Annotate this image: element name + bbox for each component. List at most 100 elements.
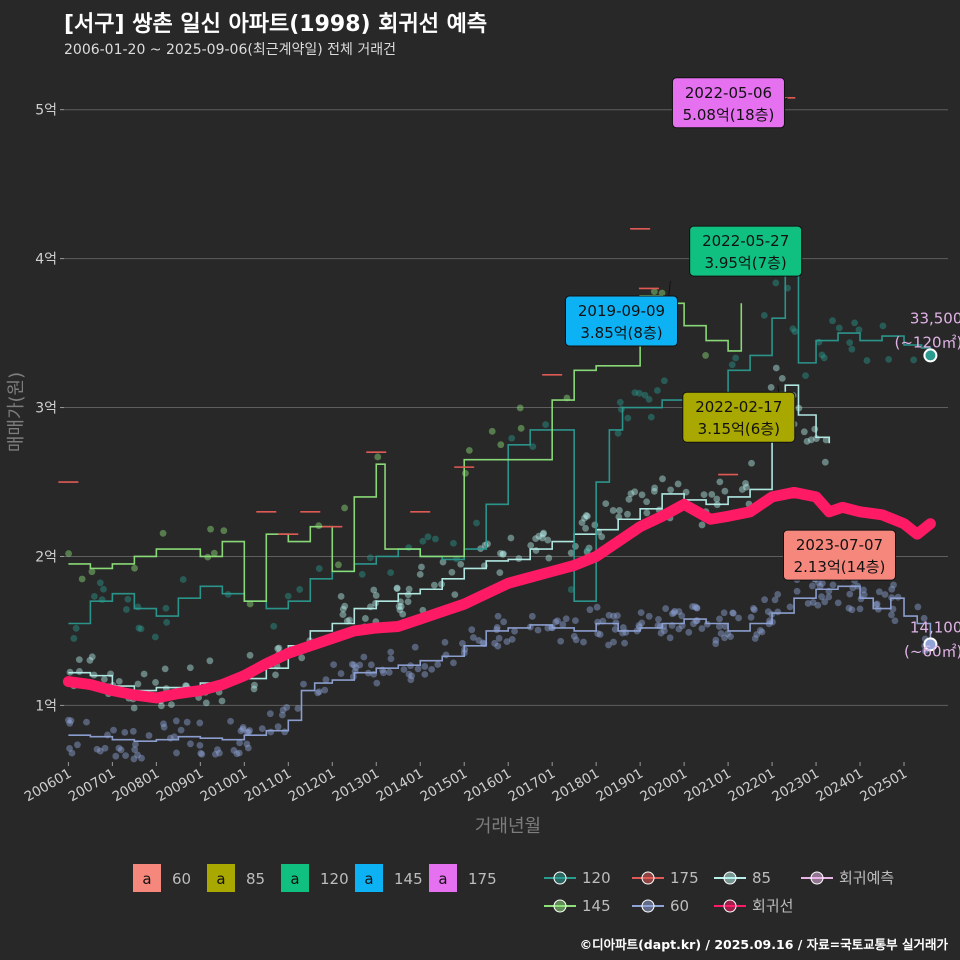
transaction-dot (488, 427, 496, 435)
transaction-dot (712, 636, 720, 644)
transaction-dot (750, 605, 757, 612)
transaction-dot (698, 625, 706, 632)
legend-series-label: 120 (582, 869, 611, 887)
transaction-dot (508, 434, 516, 442)
transaction-dot (499, 550, 507, 558)
transaction-dot (373, 679, 381, 687)
transaction-dot (159, 529, 167, 537)
transaction-dot (914, 603, 922, 611)
transaction-dot (352, 664, 360, 671)
transaction-dot (811, 425, 819, 433)
transaction-dot (619, 624, 627, 631)
transaction-dot (774, 591, 782, 598)
transaction-dot (245, 728, 252, 736)
transaction-dot (495, 634, 503, 642)
transaction-dot (68, 749, 76, 757)
transaction-dot (130, 704, 138, 712)
transaction-dot (122, 606, 130, 613)
transaction-dot (712, 640, 720, 648)
transaction-dot (822, 436, 830, 444)
transaction-dot (729, 609, 737, 617)
transaction-dot (274, 723, 282, 731)
transaction-dot (396, 606, 404, 614)
transaction-dot (720, 609, 728, 617)
legend-area-label: 60 (172, 870, 191, 888)
transaction-dot (650, 487, 658, 495)
transaction-dot (582, 512, 590, 519)
transaction-dot (667, 486, 675, 494)
transaction-dot (873, 600, 881, 608)
x-tick-label: 201201 (286, 766, 339, 806)
legend-series-label: 회귀예측 (839, 869, 894, 887)
transaction-dot (728, 361, 736, 369)
transaction-dot (424, 533, 432, 541)
transaction-dot (341, 504, 349, 512)
transaction-dot (172, 717, 180, 725)
transaction-dot (399, 610, 407, 618)
transaction-dot (888, 585, 896, 593)
transaction-dot (635, 389, 643, 397)
transaction-dot (227, 717, 234, 725)
transaction-dot (529, 443, 537, 451)
transaction-dot (137, 625, 145, 633)
x-tick-label: 201401 (374, 766, 427, 806)
transaction-dot (279, 706, 287, 714)
transaction-dot (594, 618, 602, 626)
transaction-dot (67, 717, 75, 725)
transaction-dot (700, 491, 708, 499)
transaction-dot (198, 750, 206, 758)
transaction-dot (888, 611, 895, 619)
transaction-dot (187, 740, 194, 748)
transaction-dot (645, 612, 653, 620)
end-label-unit: (~120㎡) (895, 333, 960, 351)
transaction-dot (339, 605, 347, 613)
transaction-dot (397, 603, 405, 610)
transaction-dot (638, 491, 646, 499)
transaction-dot (270, 622, 278, 630)
x-tick-label: 202201 (725, 766, 778, 806)
transaction-dot (614, 429, 622, 437)
transaction-dot (134, 680, 142, 688)
transaction-dot (583, 512, 591, 520)
transaction-dot (246, 727, 253, 734)
transaction-dot (539, 530, 547, 538)
transaction-dot (583, 548, 591, 556)
x-tick-label: 200701 (66, 766, 119, 806)
transaction-dot (393, 585, 401, 593)
legend-series-dot (641, 871, 655, 885)
transaction-dot (93, 745, 101, 753)
series-line-60 (68, 585, 932, 742)
transaction-dot (742, 480, 749, 487)
transaction-dot (215, 749, 223, 757)
transaction-dot (748, 459, 755, 467)
transaction-dot (473, 519, 480, 527)
x-axis-label: 거래년월 (475, 816, 541, 837)
transaction-dot (196, 719, 204, 727)
end-label-value: 33,500 (910, 309, 960, 327)
transaction-dot (65, 550, 72, 557)
transaction-dot (239, 724, 247, 731)
annotation-box (782, 529, 896, 581)
transaction-dot (675, 625, 683, 633)
transaction-dot (496, 549, 504, 557)
legend-area-key-letter: a (142, 870, 151, 888)
transaction-dot (418, 563, 425, 571)
transaction-dot (848, 606, 856, 614)
transaction-dot (602, 500, 610, 508)
transaction-dot (465, 446, 473, 454)
transaction-dot (879, 322, 887, 330)
transaction-dot (554, 617, 561, 625)
transaction-dot (829, 581, 837, 589)
transaction-dot (791, 328, 799, 336)
transaction-dot (821, 598, 829, 606)
transaction-dot (559, 621, 567, 628)
transaction-dot (528, 612, 536, 620)
transaction-dot (470, 634, 477, 641)
transaction-dot (405, 544, 413, 552)
transaction-dot (177, 726, 185, 734)
transaction-dot (818, 351, 826, 359)
transaction-dot (494, 612, 502, 620)
transaction-dot (800, 428, 808, 436)
transaction-dot (112, 752, 120, 760)
x-tick-label: 201701 (506, 766, 559, 806)
